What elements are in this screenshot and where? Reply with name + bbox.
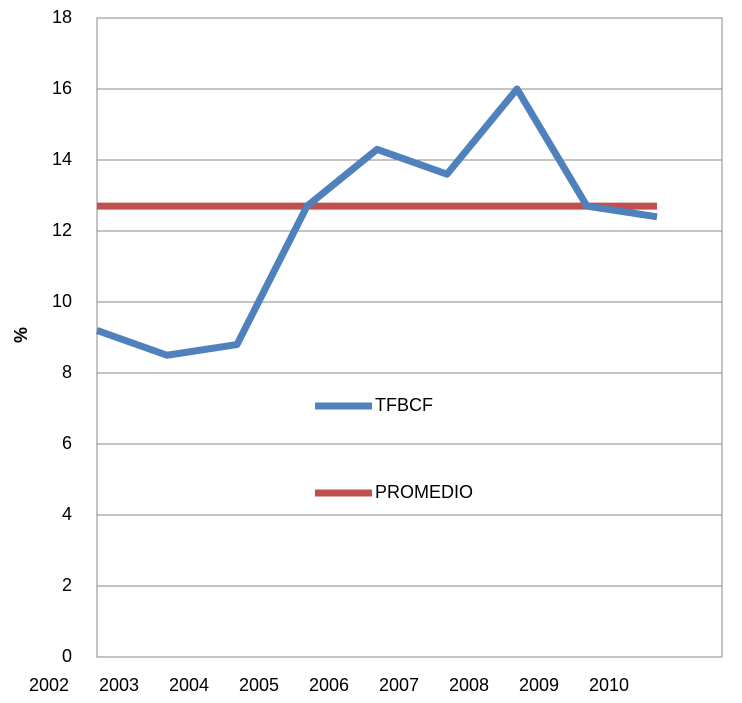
x-tick-label: 2005 (239, 675, 279, 695)
y-tick-label: 0 (62, 646, 72, 666)
legend-label: TFBCF (375, 395, 433, 415)
y-tick-label: 6 (62, 433, 72, 453)
plot-frame (96, 17, 723, 658)
y-tick-label: 2 (62, 575, 72, 595)
x-tick-label: 2010 (589, 675, 629, 695)
x-tick-label: 2009 (519, 675, 559, 695)
legend-label: PROMEDIO (375, 482, 473, 502)
x-tick-label: 2006 (309, 675, 349, 695)
y-tick-label: 18 (52, 7, 72, 27)
x-tick-label: 2003 (99, 675, 139, 695)
y-tick-label: 8 (62, 362, 72, 382)
x-tick-label: 2002 (29, 675, 69, 695)
y-tick-label: 10 (52, 291, 72, 311)
x-tick-label: 2004 (169, 675, 209, 695)
y-tick-label: 4 (62, 504, 72, 524)
x-tick-label: 2007 (379, 675, 419, 695)
x-tick-label: 2008 (449, 675, 489, 695)
y-tick-label: 14 (52, 149, 72, 169)
y-tick-label: 12 (52, 220, 72, 240)
y-tick-label: 16 (52, 78, 72, 98)
y-axis-label: % (11, 327, 31, 343)
data-line (95, 85, 658, 359)
